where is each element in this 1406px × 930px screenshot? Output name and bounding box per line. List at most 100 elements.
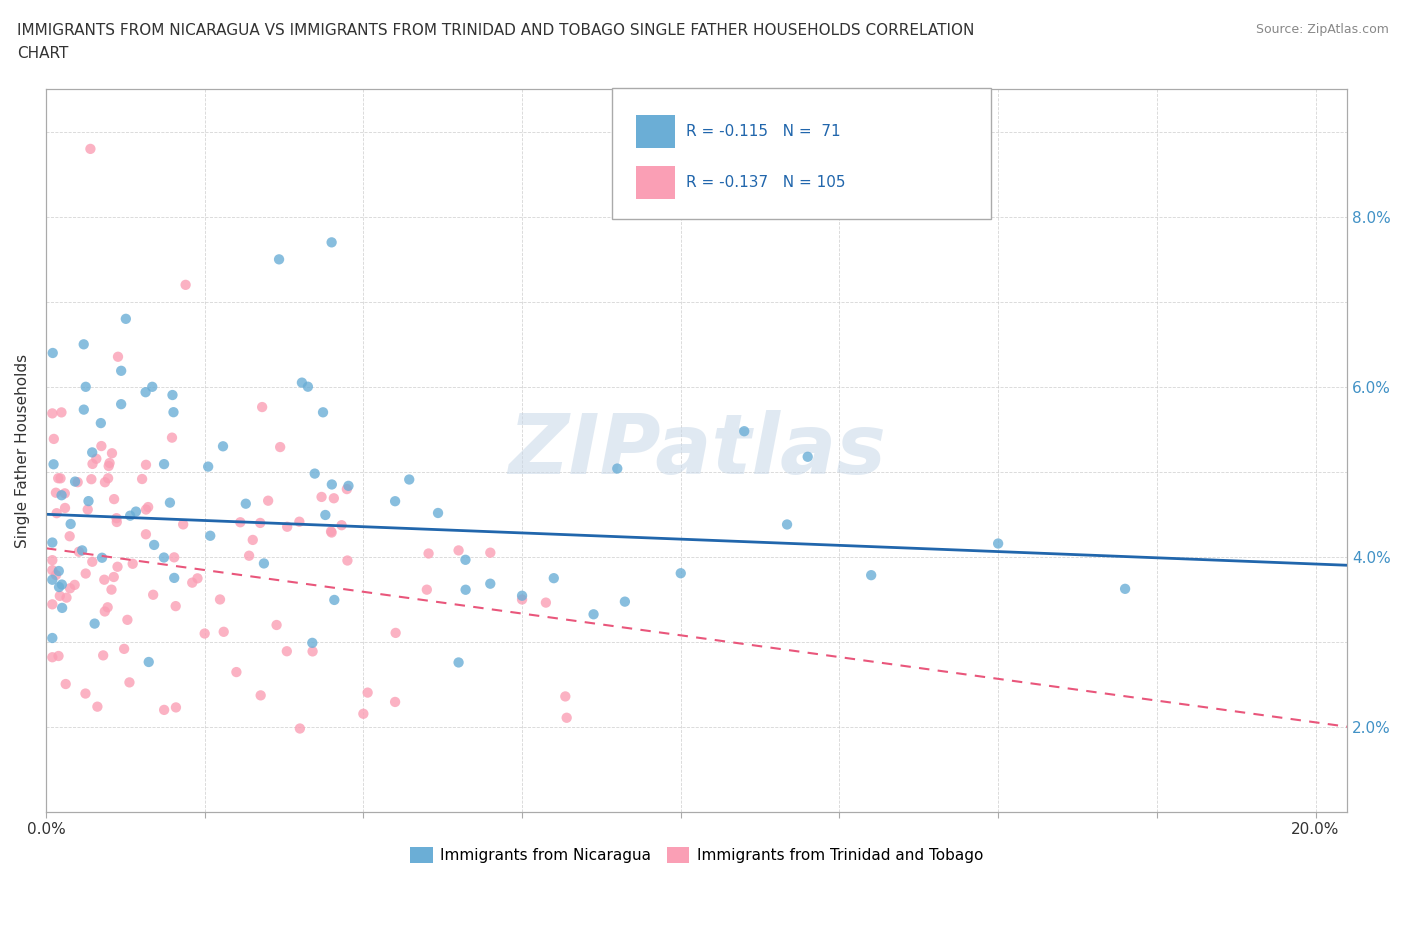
Point (141, 379, 163, 394)
Point (356, 685, 378, 700)
Point (97, 458, 120, 473)
Y-axis label: Single Father Households: Single Father Households (15, 353, 30, 548)
Point (269, 440, 291, 455)
Point (229, 515, 252, 530)
Text: ZIPatlas: ZIPatlas (508, 410, 886, 491)
Point (669, 565, 692, 580)
Point (534, 595, 557, 610)
Point (90, 416, 112, 431)
Point (1114, 581, 1136, 596)
Point (322, 491, 344, 506)
Point (238, 549, 260, 564)
Point (153, 702, 176, 717)
Point (48, 648, 70, 663)
Point (41, 631, 63, 645)
Point (117, 612, 139, 627)
Point (384, 494, 406, 509)
Point (118, 675, 141, 690)
Point (83, 617, 105, 631)
Point (70, 543, 93, 558)
Legend: Immigrants from Nicaragua, Immigrants from Trinidad and Tobago: Immigrants from Nicaragua, Immigrants fr… (404, 841, 990, 869)
Point (163, 570, 186, 585)
Point (987, 536, 1010, 551)
Point (174, 277, 197, 292)
Point (454, 552, 477, 567)
Point (55, 591, 77, 605)
Point (321, 477, 343, 492)
Point (110, 364, 132, 379)
Point (212, 624, 235, 639)
Point (447, 543, 470, 558)
Point (41, 552, 63, 567)
Point (153, 550, 176, 565)
Point (82, 457, 104, 472)
Point (107, 559, 129, 574)
Point (159, 495, 181, 510)
Point (555, 711, 578, 725)
Point (319, 524, 342, 538)
Point (330, 518, 353, 533)
Point (162, 388, 184, 403)
Point (249, 688, 271, 703)
Point (115, 312, 138, 326)
Point (291, 375, 314, 390)
Point (45, 485, 67, 500)
Point (101, 445, 124, 460)
Point (53, 500, 76, 515)
Point (86, 451, 108, 466)
Point (235, 497, 257, 512)
Point (94, 475, 117, 490)
Point (162, 405, 184, 419)
Point (314, 508, 336, 523)
Point (41, 406, 63, 421)
Point (66, 474, 89, 489)
Point (242, 533, 264, 548)
Point (73, 402, 96, 417)
Point (93, 572, 115, 587)
Text: R = -0.115   N =  71: R = -0.115 N = 71 (686, 125, 841, 140)
Point (135, 526, 157, 541)
Point (172, 517, 194, 532)
Point (312, 405, 335, 419)
Point (55, 677, 77, 692)
Point (304, 466, 326, 481)
Text: R = -0.137   N = 105: R = -0.137 N = 105 (686, 175, 845, 190)
Point (97, 600, 120, 615)
Point (73, 337, 96, 352)
Point (447, 655, 470, 670)
Point (103, 492, 125, 507)
Point (181, 576, 204, 591)
Point (136, 499, 159, 514)
Point (143, 538, 166, 552)
Point (46, 471, 69, 485)
Point (41, 572, 63, 587)
Point (42, 457, 65, 472)
Point (186, 571, 208, 586)
Point (91, 551, 114, 565)
Point (301, 635, 323, 650)
Point (208, 592, 231, 607)
Point (796, 449, 818, 464)
Point (165, 599, 187, 614)
Point (53, 485, 76, 500)
Point (90, 439, 112, 454)
Point (100, 582, 122, 597)
Point (194, 626, 217, 641)
Point (45, 506, 67, 521)
Point (398, 472, 420, 487)
Point (41, 650, 63, 665)
Point (135, 502, 157, 517)
Point (135, 385, 157, 400)
Point (48, 579, 70, 594)
Point (125, 504, 148, 519)
Point (49, 471, 72, 485)
Point (860, 567, 883, 582)
Point (250, 400, 273, 415)
Point (200, 528, 222, 543)
Point (105, 514, 128, 529)
Point (384, 695, 406, 710)
Point (41, 535, 63, 550)
Point (416, 582, 439, 597)
Point (253, 556, 276, 571)
Point (105, 511, 128, 525)
